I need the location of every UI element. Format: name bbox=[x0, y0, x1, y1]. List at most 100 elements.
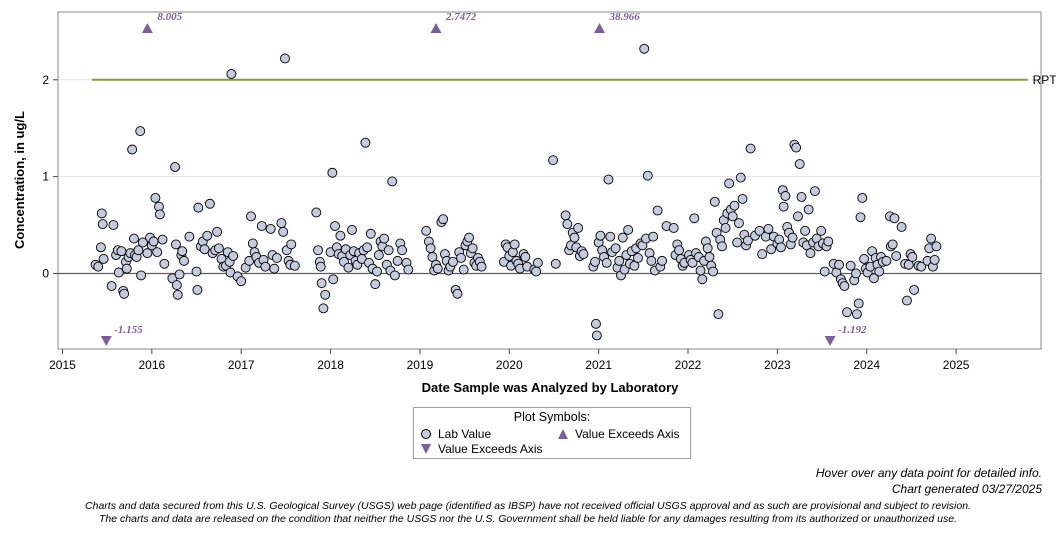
data-point bbox=[113, 267, 124, 278]
data-point bbox=[633, 253, 643, 263]
data-point bbox=[438, 214, 449, 225]
triangle-down-icon bbox=[421, 444, 431, 454]
data-point bbox=[617, 232, 628, 243]
data-point bbox=[648, 231, 659, 242]
data-point bbox=[591, 330, 602, 341]
data-point bbox=[311, 207, 322, 218]
data-point bbox=[265, 223, 276, 234]
data-point bbox=[260, 261, 271, 272]
data-point bbox=[269, 263, 280, 274]
exceeds-low-marker bbox=[100, 336, 112, 346]
data-point bbox=[548, 155, 559, 166]
data-point bbox=[172, 289, 183, 300]
data-point bbox=[766, 244, 777, 255]
data-point bbox=[720, 223, 731, 233]
data-point bbox=[931, 241, 942, 252]
data-point bbox=[776, 242, 786, 253]
legend-title: Plot Symbols: bbox=[513, 410, 591, 424]
data-point bbox=[280, 53, 290, 64]
data-point bbox=[318, 303, 329, 314]
data-point bbox=[150, 192, 161, 203]
data-point bbox=[704, 252, 715, 262]
x-tick-label: 2021 bbox=[585, 358, 612, 372]
data-point bbox=[373, 250, 384, 261]
exceeds-low-marker bbox=[824, 336, 836, 346]
data-point bbox=[724, 178, 735, 189]
data-point bbox=[328, 274, 339, 285]
legend-label: Value Exceeds Axis bbox=[575, 427, 680, 441]
data-point bbox=[448, 256, 458, 267]
data-point bbox=[97, 219, 108, 230]
data-point bbox=[709, 196, 720, 207]
data-point bbox=[247, 238, 258, 249]
data-point bbox=[286, 239, 297, 250]
data-point bbox=[135, 126, 146, 137]
data-point bbox=[823, 236, 834, 247]
x-tick-label: 2023 bbox=[764, 358, 791, 372]
data-point bbox=[809, 186, 820, 197]
data-point bbox=[800, 225, 811, 236]
x-axis-title: Date Sample was Analyzed by Laboratory bbox=[422, 380, 679, 395]
data-point bbox=[199, 244, 210, 255]
data-point bbox=[603, 174, 614, 185]
data-point bbox=[157, 234, 168, 245]
data-point bbox=[93, 261, 104, 272]
data-point bbox=[191, 266, 202, 277]
data-point bbox=[119, 288, 130, 299]
data-point bbox=[697, 274, 708, 285]
data-point bbox=[757, 249, 768, 260]
data-point bbox=[246, 211, 256, 222]
data-point bbox=[204, 198, 215, 209]
exceeds-high-label: 2.7472 bbox=[445, 11, 477, 23]
data-point bbox=[859, 253, 870, 264]
data-point bbox=[392, 255, 403, 266]
data-point bbox=[732, 237, 743, 248]
data-point bbox=[729, 200, 740, 211]
data-point bbox=[839, 281, 850, 292]
data-point bbox=[851, 309, 862, 320]
data-point bbox=[851, 268, 861, 279]
data-point bbox=[562, 219, 573, 230]
data-point bbox=[476, 261, 487, 272]
data-point bbox=[857, 192, 868, 203]
data-point bbox=[137, 237, 148, 248]
data-point bbox=[717, 241, 727, 252]
data-point bbox=[614, 255, 625, 266]
data-point bbox=[106, 281, 117, 292]
axes: 0 1 2 2015 2016 2017 2018 2019 2020 2021 2022 2023 2… bbox=[42, 73, 969, 372]
data-point bbox=[464, 232, 475, 243]
data-point bbox=[397, 245, 407, 256]
data-point bbox=[289, 260, 300, 271]
data-point bbox=[452, 288, 463, 299]
data-point bbox=[652, 205, 663, 216]
legend-item-exceeds-high: Value Exceeds Axis bbox=[557, 427, 680, 441]
data-point bbox=[421, 225, 432, 236]
exceeds-axis-markers: 8.005 2.7472 38.966 -1.155 -1.192 bbox=[100, 11, 867, 346]
x-tick-label: 2018 bbox=[317, 358, 344, 372]
x-tick-label: 2025 bbox=[943, 358, 970, 372]
data-point bbox=[868, 273, 879, 284]
y-tick-label: 2 bbox=[42, 73, 49, 87]
data-point bbox=[845, 260, 856, 271]
data-point bbox=[657, 255, 668, 266]
data-point bbox=[531, 266, 542, 277]
data-point bbox=[136, 270, 147, 281]
data-point bbox=[256, 221, 267, 231]
data-point bbox=[569, 232, 580, 243]
triangle-up-icon bbox=[558, 429, 568, 439]
data-point bbox=[737, 193, 748, 204]
data-point bbox=[226, 69, 237, 79]
data-point bbox=[842, 307, 853, 318]
disclaimer-line: The charts and data are released on the … bbox=[99, 513, 957, 525]
data-point bbox=[668, 223, 679, 233]
x-tick-label: 2022 bbox=[675, 358, 702, 372]
data-point bbox=[320, 289, 331, 300]
y-tick-label: 1 bbox=[42, 170, 49, 184]
data-point bbox=[695, 265, 706, 276]
y-axis-title: Concentration, in ug/L bbox=[12, 111, 27, 249]
data-point bbox=[170, 161, 181, 172]
x-tick-label: 2019 bbox=[407, 358, 434, 372]
data-point bbox=[819, 266, 830, 277]
data-point bbox=[360, 137, 371, 148]
data-point bbox=[926, 233, 937, 244]
